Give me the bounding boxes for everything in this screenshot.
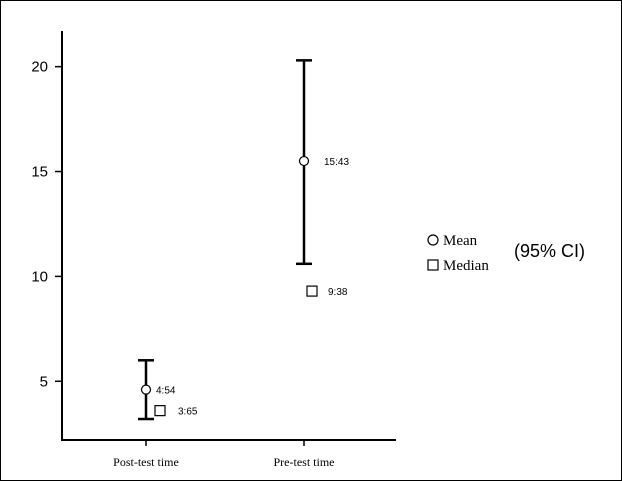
- median-data-label: 3:65: [178, 407, 198, 418]
- y-tick-label: 20: [31, 59, 48, 76]
- x-tick-label: Pre-test time: [274, 455, 335, 469]
- y-tick-label: 10: [31, 268, 48, 285]
- data-marks: 4:54 15:43 3:65 9:38: [140, 155, 349, 418]
- error-bars: [138, 59, 312, 421]
- x-tick-label: Post-test time: [113, 455, 179, 469]
- median-point: [154, 405, 166, 417]
- legend-mean-label: Mean: [443, 233, 478, 249]
- median-point: [306, 285, 318, 297]
- mean-point: [140, 384, 152, 395]
- y-axis-ticks: 5 10 15 20: [31, 59, 62, 390]
- mean-data-label: 15:43: [324, 157, 349, 168]
- median-data-label: 9:38: [328, 287, 348, 298]
- y-tick-label: 15: [31, 164, 48, 181]
- legend-ci-note: (95% CI): [514, 241, 585, 261]
- mean-point: [298, 155, 310, 167]
- x-axis-ticks: Post-test time Pre-test time: [113, 440, 334, 469]
- mean-data-label: 4:54: [156, 386, 176, 397]
- y-tick-label: 5: [40, 373, 48, 390]
- legend-median-label: Median: [443, 258, 489, 274]
- legend-mean-marker: [427, 234, 439, 246]
- axes: [61, 31, 396, 441]
- legend-median-marker: [427, 259, 439, 271]
- legend: Mean Median (95% CI): [427, 233, 585, 274]
